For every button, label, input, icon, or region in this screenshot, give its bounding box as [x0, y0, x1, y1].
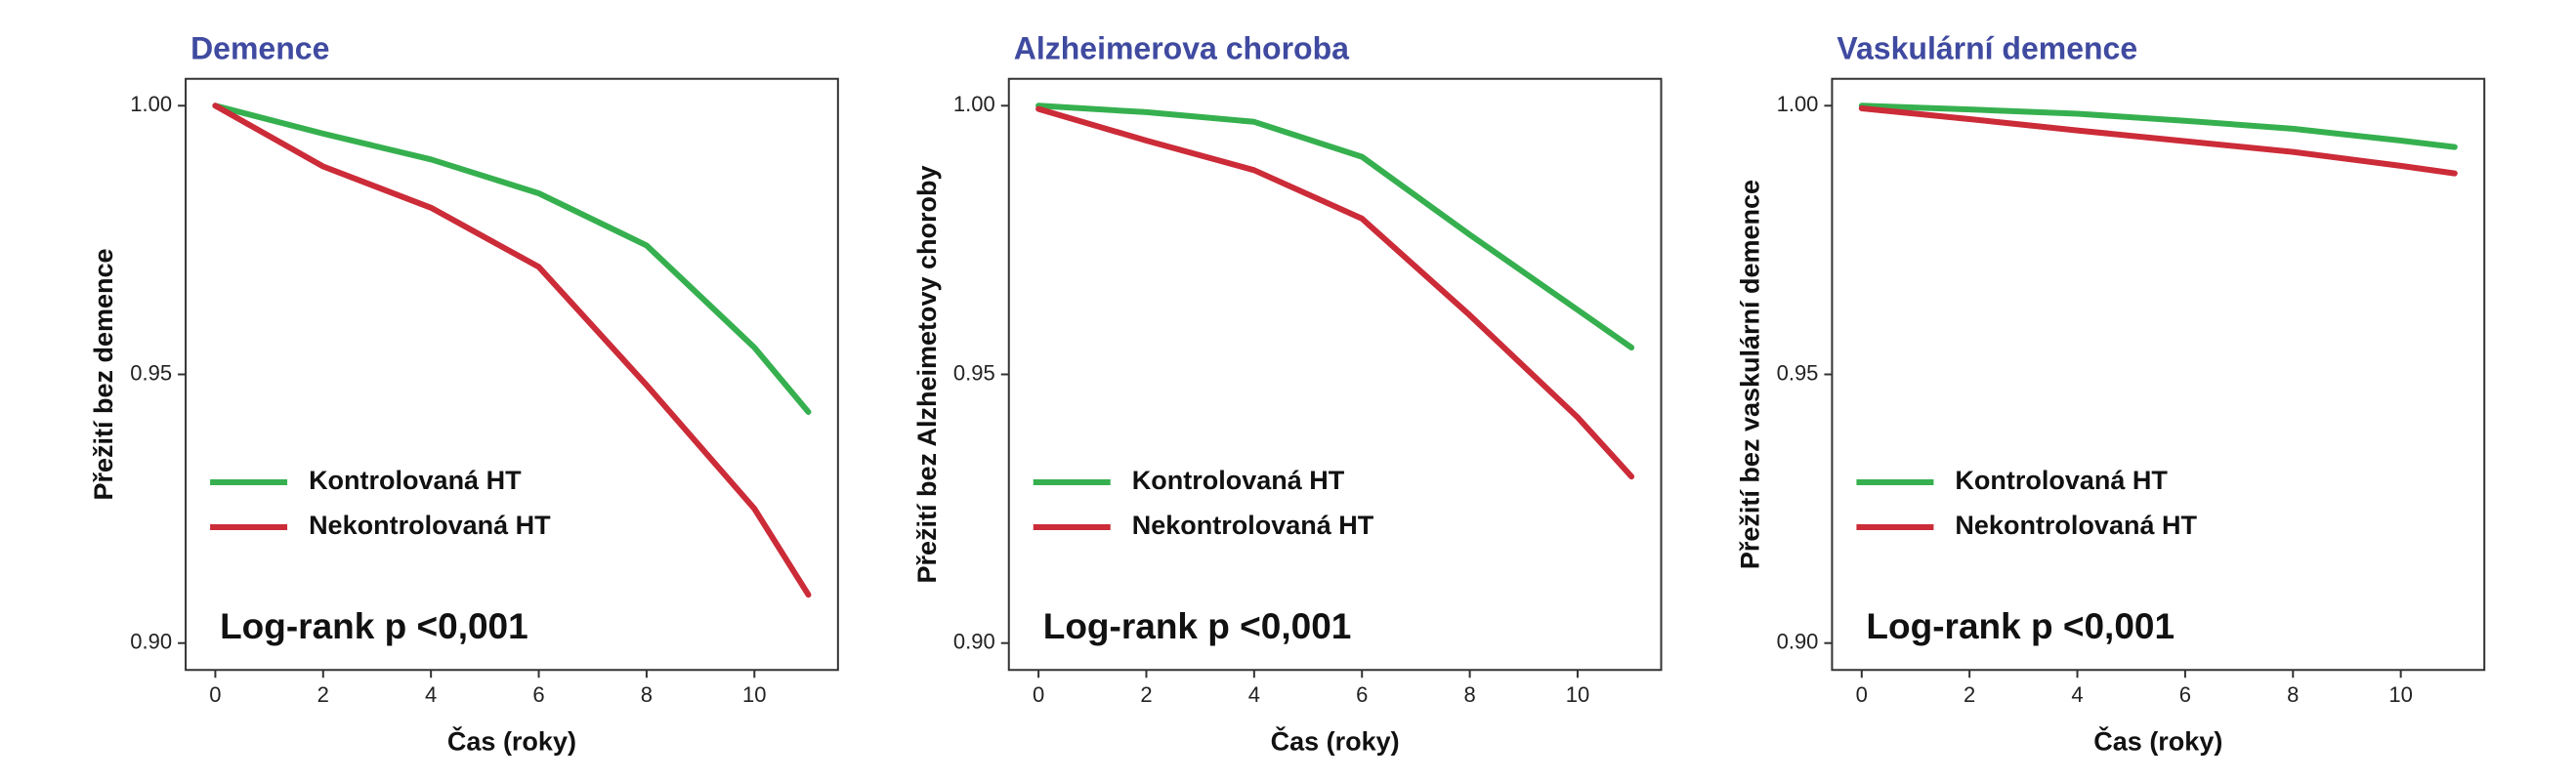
legend-label: Nekontrolovaná HT: [309, 511, 551, 540]
y-tick-label: 0.90: [130, 630, 172, 654]
series-line: [212, 103, 812, 598]
annotation: Log-rank p <0,001: [220, 606, 528, 646]
y-tick-label: 0.95: [1777, 360, 1819, 385]
plot-frame: [1831, 77, 2486, 672]
x-tick-label: 8: [641, 682, 653, 707]
series-line: [1035, 105, 1635, 480]
series-line: [1858, 103, 2458, 150]
x-tick-label: 6: [2179, 682, 2191, 707]
x-tick-label: 2: [1964, 682, 1975, 707]
legend-label: Nekontrolovaná HT: [1132, 511, 1374, 540]
series-line: [212, 103, 812, 415]
y-tick-label: 1.00: [130, 92, 172, 116]
legend-label: Kontrolovaná HT: [1955, 466, 2168, 495]
chart-panel: Alzheimerova choroba 0.90 0.95 1.00 0 2 4 6 8 10 Č…: [912, 31, 1663, 756]
x-tick-label: 0: [1033, 682, 1044, 707]
plot-frame: [1007, 77, 1663, 672]
y-tick-label: 0.95: [953, 360, 995, 385]
x-tick-label: 10: [2388, 682, 2412, 707]
x-axis-label: Čas (roky): [447, 725, 576, 756]
x-tick-label: 6: [532, 682, 544, 707]
x-tick-label: 8: [2287, 682, 2299, 707]
x-tick-label: 4: [425, 682, 437, 707]
annotation: Log-rank p <0,001: [1043, 606, 1352, 646]
x-axis-label: Čas (roky): [2093, 725, 2222, 756]
plot-frame: [185, 77, 839, 672]
x-axis-label: Čas (roky): [1271, 725, 1400, 756]
chart-title: Vaskulární demence: [1837, 31, 2137, 66]
y-axis-label: Přežití bez Alzheimetovy choroby: [912, 165, 942, 583]
x-tick-label: 10: [1566, 682, 1589, 707]
legend-label: Kontrolovaná HT: [309, 466, 522, 495]
x-tick-label: 2: [1140, 682, 1152, 707]
y-axis-label: Přežití bez demence: [89, 248, 118, 500]
annotation: Log-rank p <0,001: [1866, 606, 2175, 646]
x-tick-label: 2: [317, 682, 329, 707]
series-line: [1035, 103, 1635, 350]
x-tick-label: 0: [209, 682, 221, 707]
y-tick-label: 0.90: [953, 630, 995, 654]
chart-panel: Vaskulární demence 0.90 0.95 1.00 0 2 4 6 8 10 Čas…: [1736, 31, 2486, 756]
chart-panel: Demence 0.90 0.95 1.00 0 2 4 6 8 10 Čas (roky) Přež…: [89, 31, 839, 756]
legend-label: Nekontrolovaná HT: [1955, 511, 2197, 540]
x-tick-label: 6: [1356, 682, 1368, 707]
x-tick-label: 10: [742, 682, 766, 707]
chart-title: Demence: [190, 31, 329, 66]
y-tick-label: 0.95: [130, 360, 172, 385]
y-tick-label: 0.90: [1777, 630, 1819, 654]
series-line: [1858, 105, 2458, 177]
y-tick-label: 1.00: [1777, 92, 1819, 116]
x-tick-label: 8: [1463, 682, 1475, 707]
x-tick-label: 4: [1248, 682, 1260, 707]
y-tick-label: 1.00: [953, 92, 995, 116]
x-tick-label: 0: [1856, 682, 1868, 707]
chart-title: Alzheimerova choroba: [1014, 31, 1349, 66]
legend-label: Kontrolovaná HT: [1132, 466, 1345, 495]
x-tick-label: 4: [2071, 682, 2083, 707]
y-axis-label: Přežití bez vaskulární demence: [1736, 180, 1765, 569]
